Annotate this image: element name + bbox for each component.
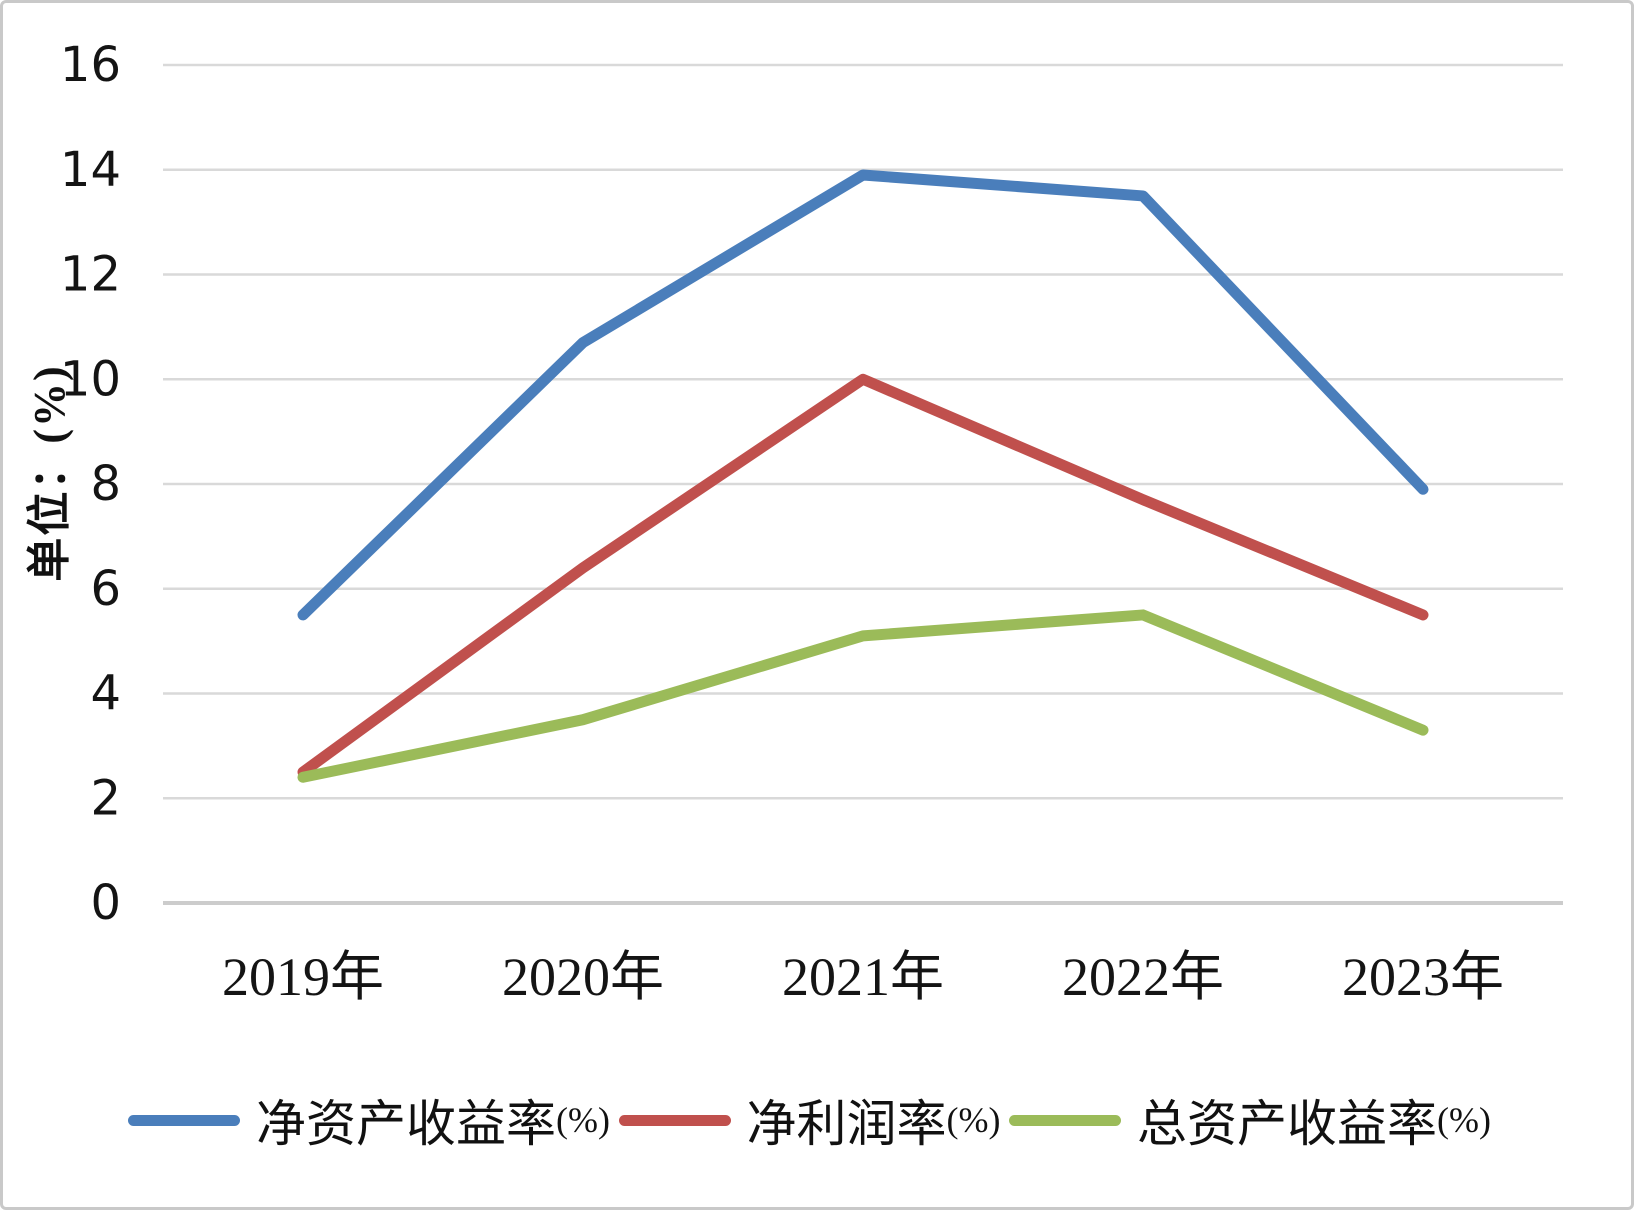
legend-label: 净资产收益率 bbox=[256, 1096, 556, 1152]
legend-line-swatch-icon bbox=[128, 1114, 240, 1126]
legend-label-unit-suffix: (%) bbox=[556, 1100, 610, 1140]
x-axis-label: 2021年 bbox=[782, 947, 944, 1007]
series-line-0 bbox=[297, 169, 1429, 621]
legend-item-0: 净资产收益率 (%) bbox=[128, 1084, 610, 1156]
x-axis-labels-group: 2019年 2020年 2021年 2022年 2023年 bbox=[222, 947, 1504, 1007]
x-axis-label: 2022年 bbox=[1062, 947, 1224, 1007]
y-tick-label: 4 bbox=[90, 666, 121, 722]
x-axis-label: 2020年 bbox=[502, 947, 664, 1007]
y-tick-labels-group: 0 2 4 6 8 10 12 14 16 bbox=[60, 37, 121, 931]
series-line-1 bbox=[297, 373, 1429, 778]
y-tick-label: 2 bbox=[90, 770, 121, 826]
legend-line-swatch-icon bbox=[618, 1114, 731, 1126]
y-tick-label: 12 bbox=[60, 247, 121, 303]
gridlines-group bbox=[163, 63, 1563, 905]
x-axis-label: 2019年 bbox=[222, 947, 384, 1007]
legend-item-2: 总资产收益率 (%) bbox=[1009, 1084, 1491, 1156]
legend-label-unit-suffix: (%) bbox=[946, 1100, 1001, 1140]
plot-area: 0 2 4 6 8 10 12 14 16 2019年 2020年 2021年 2022年 2023年 bbox=[60, 37, 1563, 1007]
legend-label-unit-suffix: (%) bbox=[1437, 1100, 1491, 1140]
legend-line-swatch-icon bbox=[1009, 1114, 1122, 1126]
y-tick-label: 8 bbox=[90, 456, 121, 512]
series-lines-group bbox=[297, 169, 1429, 783]
y-tick-label: 10 bbox=[60, 351, 121, 407]
y-tick-label: 14 bbox=[60, 142, 121, 198]
series-line-2 bbox=[297, 609, 1429, 783]
y-tick-label: 0 bbox=[90, 875, 121, 931]
x-axis-label: 2023年 bbox=[1342, 947, 1504, 1007]
legend-label: 总资产收益率 bbox=[1137, 1096, 1438, 1152]
legend-label: 净利润率 bbox=[746, 1096, 947, 1152]
legend: 净资产收益率 (%) 净利润率 (%) 总资产收益率 (%) bbox=[128, 1085, 1491, 1155]
y-tick-label: 6 bbox=[90, 561, 121, 617]
legend-item-1: 净利润率 (%) bbox=[618, 1084, 1001, 1156]
y-tick-label: 16 bbox=[60, 37, 121, 93]
